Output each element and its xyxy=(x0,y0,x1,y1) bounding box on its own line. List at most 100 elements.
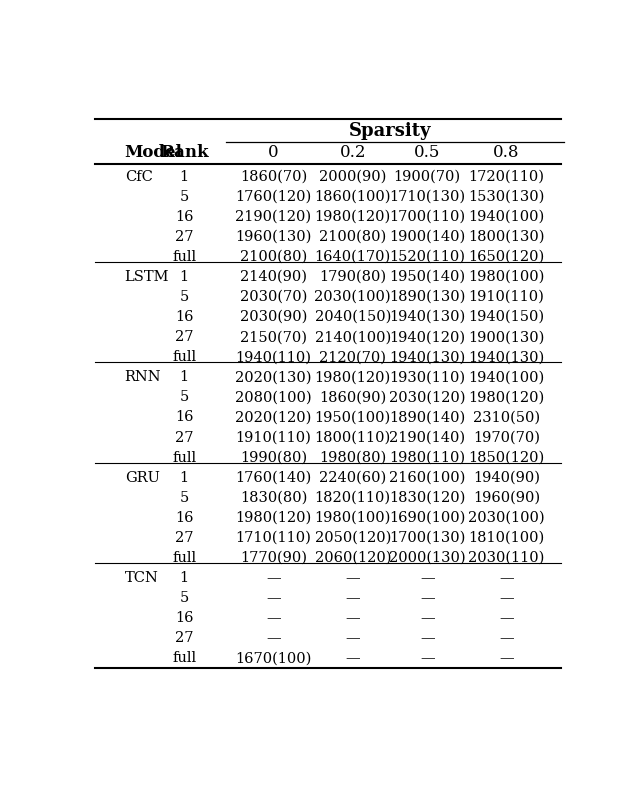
Text: 1910(110): 1910(110) xyxy=(468,290,545,304)
Text: 1950(140): 1950(140) xyxy=(389,270,465,284)
Text: Sparsity: Sparsity xyxy=(349,122,431,141)
Text: full: full xyxy=(172,652,196,665)
Text: 1: 1 xyxy=(180,170,189,183)
Text: 1810(100): 1810(100) xyxy=(468,531,545,545)
Text: 1790(80): 1790(80) xyxy=(319,270,387,284)
Text: 2040(150): 2040(150) xyxy=(315,310,391,324)
Text: 1: 1 xyxy=(180,371,189,384)
Text: CfC: CfC xyxy=(125,170,152,183)
Text: 5: 5 xyxy=(180,390,189,404)
Text: 1980(100): 1980(100) xyxy=(468,270,545,284)
Text: 27: 27 xyxy=(175,631,193,645)
Text: 1850(120): 1850(120) xyxy=(468,450,545,465)
Text: 0.8: 0.8 xyxy=(493,144,520,161)
Text: 1940(120): 1940(120) xyxy=(389,330,465,344)
Text: —: — xyxy=(346,631,360,645)
Text: 1980(120): 1980(120) xyxy=(236,511,312,525)
Text: 1910(110): 1910(110) xyxy=(236,431,312,445)
Text: 1930(110): 1930(110) xyxy=(389,371,465,384)
Text: 2030(110): 2030(110) xyxy=(468,551,545,565)
Text: 2080(100): 2080(100) xyxy=(235,390,312,404)
Text: 27: 27 xyxy=(175,431,193,445)
Text: 1800(130): 1800(130) xyxy=(468,230,545,244)
Text: 1980(100): 1980(100) xyxy=(315,511,391,525)
Text: 16: 16 xyxy=(175,611,193,625)
Text: —: — xyxy=(499,652,514,665)
Text: 2100(80): 2100(80) xyxy=(240,250,307,264)
Text: 2100(80): 2100(80) xyxy=(319,230,387,244)
Text: TCN: TCN xyxy=(125,571,159,585)
Text: —: — xyxy=(420,571,435,585)
Text: —: — xyxy=(499,591,514,605)
Text: 1650(120): 1650(120) xyxy=(468,250,545,264)
Text: 1940(100): 1940(100) xyxy=(468,371,545,384)
Text: 0.2: 0.2 xyxy=(340,144,366,161)
Text: 0.5: 0.5 xyxy=(414,144,440,161)
Text: 27: 27 xyxy=(175,230,193,244)
Text: RNN: RNN xyxy=(125,371,161,384)
Text: 1640(170): 1640(170) xyxy=(315,250,391,264)
Text: —: — xyxy=(499,631,514,645)
Text: —: — xyxy=(499,571,514,585)
Text: 2000(90): 2000(90) xyxy=(319,170,387,183)
Text: 2030(90): 2030(90) xyxy=(240,310,307,324)
Text: 5: 5 xyxy=(180,591,189,605)
Text: full: full xyxy=(172,450,196,465)
Text: 1800(110): 1800(110) xyxy=(315,431,391,445)
Text: 1710(130): 1710(130) xyxy=(389,190,465,204)
Text: full: full xyxy=(172,350,196,364)
Text: 1770(90): 1770(90) xyxy=(240,551,307,565)
Text: 2030(70): 2030(70) xyxy=(240,290,307,304)
Text: 1820(110): 1820(110) xyxy=(315,491,391,505)
Text: 1980(120): 1980(120) xyxy=(315,371,391,384)
Text: 1670(100): 1670(100) xyxy=(236,652,312,665)
Text: 1990(80): 1990(80) xyxy=(240,450,307,465)
Text: —: — xyxy=(420,631,435,645)
Text: 1900(70): 1900(70) xyxy=(394,170,461,183)
Text: 1710(110): 1710(110) xyxy=(236,531,312,545)
Text: 16: 16 xyxy=(175,411,193,424)
Text: 2190(140): 2190(140) xyxy=(389,431,465,445)
Text: 1890(130): 1890(130) xyxy=(389,290,465,304)
Text: —: — xyxy=(420,611,435,625)
Text: 2020(130): 2020(130) xyxy=(235,371,312,384)
Text: 1900(130): 1900(130) xyxy=(468,330,545,344)
Text: Model: Model xyxy=(125,144,182,161)
Text: 1970(70): 1970(70) xyxy=(473,431,540,445)
Text: 2140(100): 2140(100) xyxy=(315,330,391,344)
Text: 1980(120): 1980(120) xyxy=(468,390,545,404)
Text: 1960(130): 1960(130) xyxy=(236,230,312,244)
Text: 2120(70): 2120(70) xyxy=(319,350,387,364)
Text: LSTM: LSTM xyxy=(125,270,169,284)
Text: —: — xyxy=(266,591,281,605)
Text: 1690(100): 1690(100) xyxy=(389,511,465,525)
Text: 1720(110): 1720(110) xyxy=(468,170,545,183)
Text: 27: 27 xyxy=(175,531,193,545)
Text: 1520(110): 1520(110) xyxy=(389,250,465,264)
Text: 5: 5 xyxy=(180,491,189,505)
Text: 2050(120): 2050(120) xyxy=(315,531,391,545)
Text: 2030(100): 2030(100) xyxy=(468,511,545,525)
Text: 2020(120): 2020(120) xyxy=(236,411,312,424)
Text: 2150(70): 2150(70) xyxy=(240,330,307,344)
Text: 1980(80): 1980(80) xyxy=(319,450,387,465)
Text: —: — xyxy=(346,652,360,665)
Text: 2030(120): 2030(120) xyxy=(389,390,465,404)
Text: 1980(120): 1980(120) xyxy=(315,209,391,224)
Text: 2160(100): 2160(100) xyxy=(389,471,465,485)
Text: 1940(130): 1940(130) xyxy=(389,310,465,324)
Text: GRU: GRU xyxy=(125,471,159,485)
Text: 5: 5 xyxy=(180,190,189,204)
Text: 27: 27 xyxy=(175,330,193,344)
Text: 1860(90): 1860(90) xyxy=(319,390,387,404)
Text: 2310(50): 2310(50) xyxy=(473,411,540,424)
Text: 1900(140): 1900(140) xyxy=(389,230,465,244)
Text: 2030(100): 2030(100) xyxy=(314,290,391,304)
Text: 1940(130): 1940(130) xyxy=(468,350,545,364)
Text: 2060(120): 2060(120) xyxy=(314,551,391,565)
Text: full: full xyxy=(172,551,196,565)
Text: full: full xyxy=(172,250,196,264)
Text: —: — xyxy=(420,591,435,605)
Text: 1940(90): 1940(90) xyxy=(473,471,540,485)
Text: 1830(120): 1830(120) xyxy=(389,491,465,505)
